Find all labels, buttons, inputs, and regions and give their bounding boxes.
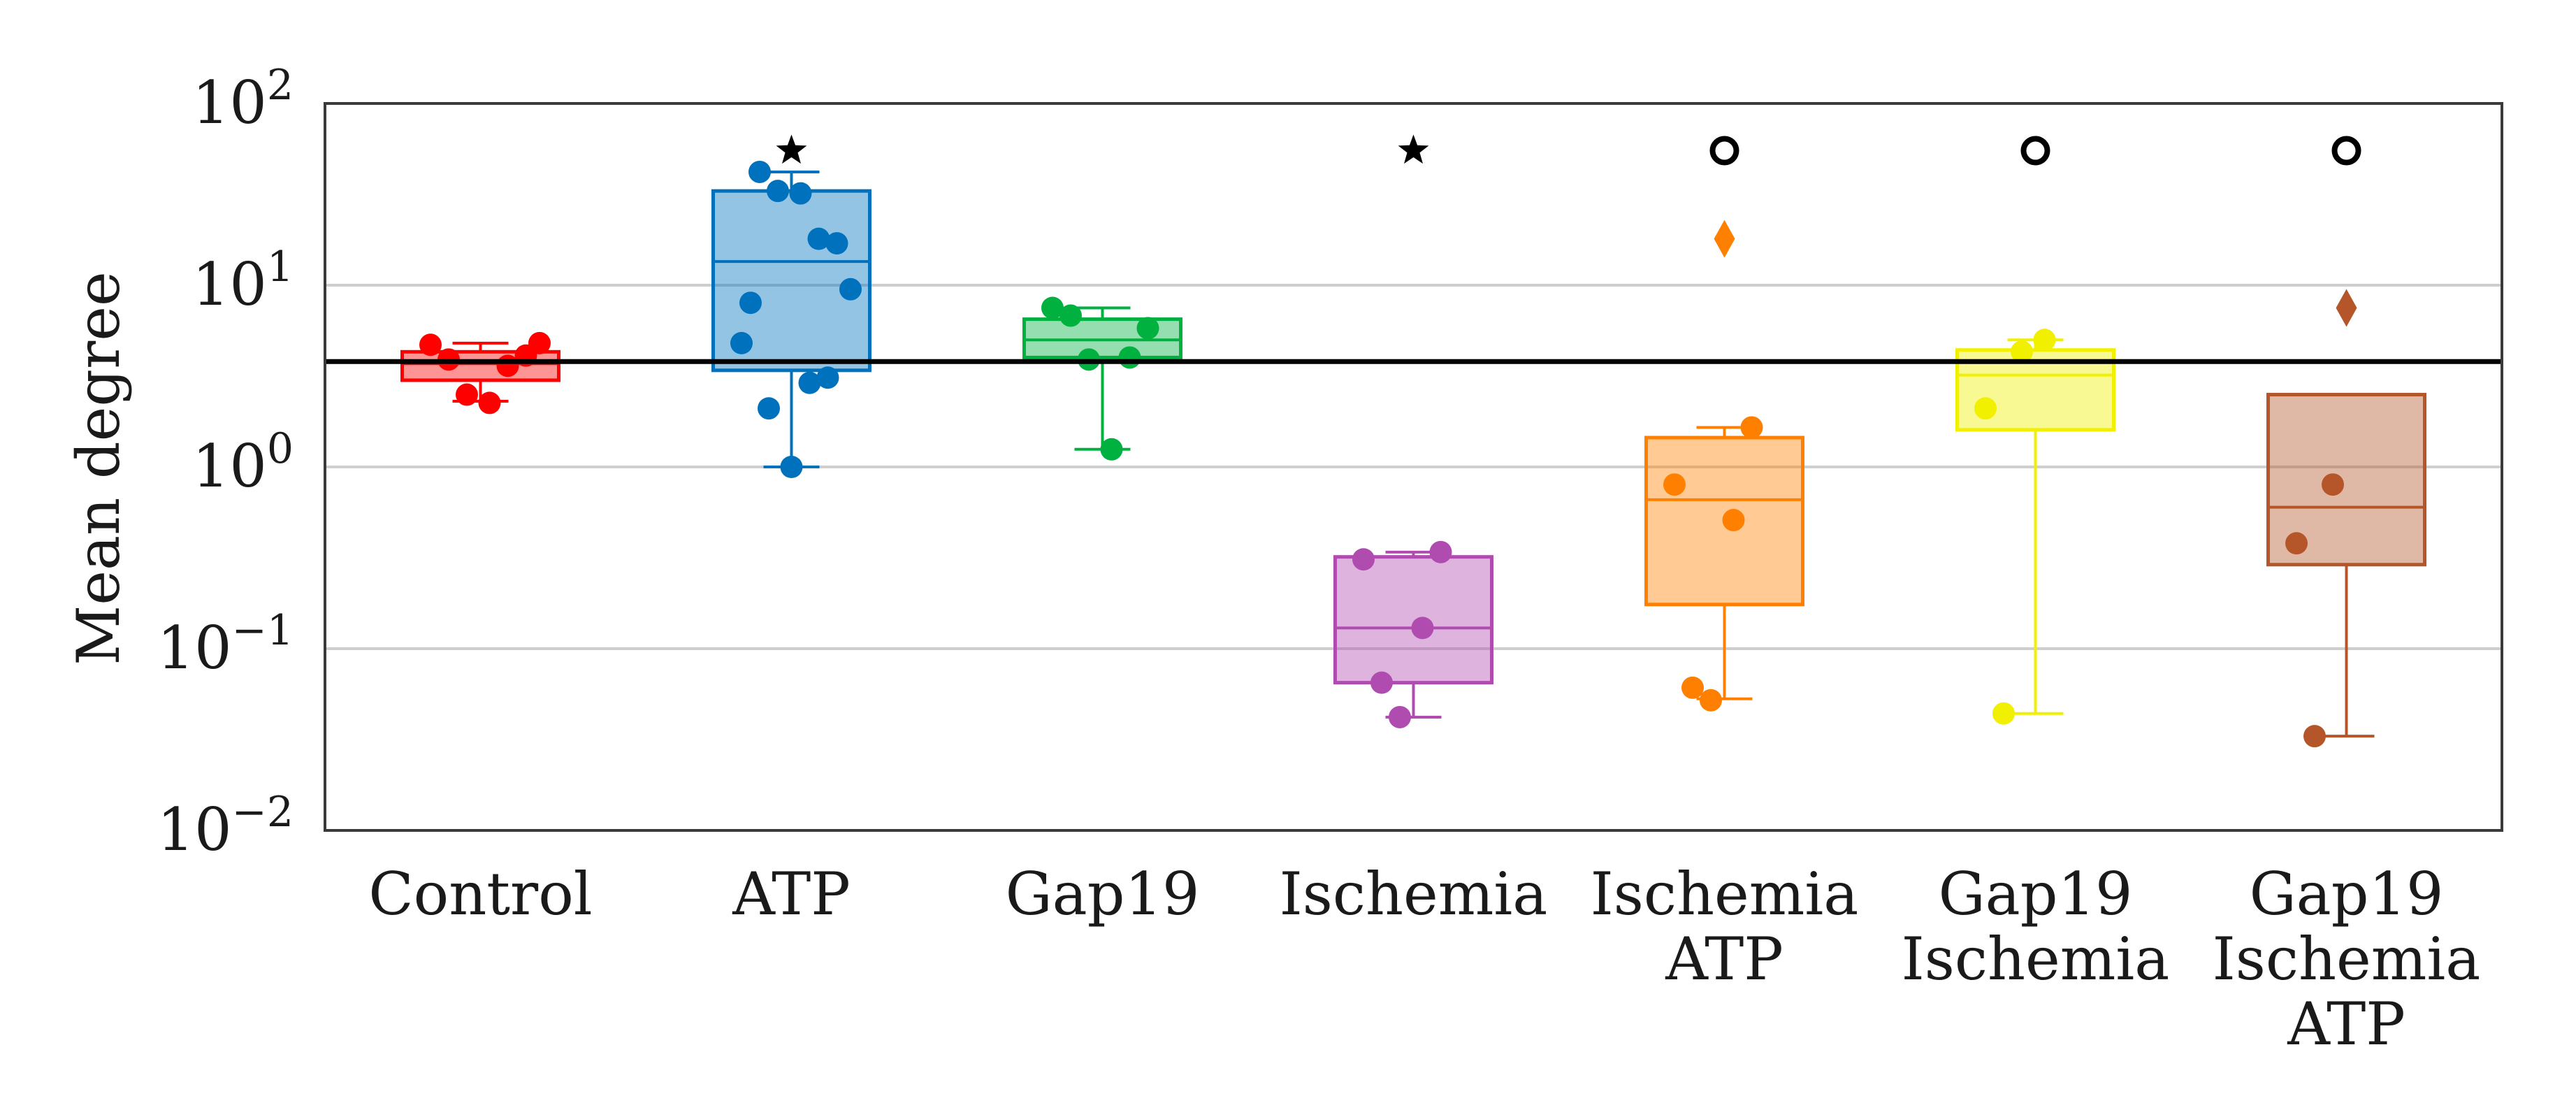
data-point	[1700, 689, 1722, 712]
data-point	[1136, 317, 1159, 340]
data-point	[1370, 671, 1393, 694]
data-point	[2322, 473, 2344, 496]
data-point	[1722, 509, 1745, 532]
data-point	[739, 291, 762, 315]
data-point	[767, 180, 789, 203]
box-group-gap19	[1022, 296, 1182, 461]
box-group-gap19-ischemia	[1955, 329, 2115, 725]
y-tick-base: 10	[192, 250, 267, 319]
circle-marker	[2020, 136, 2050, 166]
y-tick-label: 100	[192, 424, 294, 500]
y-tick-label: 10−2	[157, 788, 294, 864]
data-point	[816, 366, 839, 389]
x-tick-label-line: Ischemia	[1902, 925, 2170, 993]
x-tick-label-line: ATP	[732, 860, 851, 928]
circle-marker	[2331, 136, 2361, 166]
data-point	[780, 456, 803, 478]
data-point	[1740, 416, 1763, 439]
data-point	[1041, 296, 1064, 319]
y-tick-base: 10	[192, 69, 267, 137]
data-point	[798, 371, 821, 394]
data-point	[419, 333, 442, 356]
data-point	[825, 232, 848, 255]
data-point	[478, 391, 501, 415]
x-tick-label-line: Gap19	[1939, 860, 2133, 928]
y-tick-label: 101	[192, 243, 294, 319]
data-point	[1429, 540, 1452, 563]
x-tick-label-line: ATP	[1665, 925, 1783, 993]
y-tick-exponent: 1	[267, 243, 294, 291]
y-tick-exponent: −1	[232, 606, 294, 655]
data-point	[2033, 329, 2056, 352]
box-group-atp	[711, 160, 871, 478]
data-point	[1974, 397, 1997, 420]
y-tick-base: 10	[192, 432, 267, 500]
data-point	[2303, 725, 2326, 748]
x-tick-label: ATP	[732, 860, 851, 928]
box	[1333, 555, 1493, 685]
y-tick-exponent: 0	[267, 424, 294, 473]
x-tick-label-line: ATP	[2287, 990, 2405, 1058]
data-point	[456, 383, 478, 406]
box-group-ischemia	[1333, 540, 1493, 728]
x-tick-label: Gap19 Ischemia ATP	[2213, 860, 2481, 1058]
x-tick-label: Gap19	[1006, 860, 1200, 928]
y-tick-exponent: 2	[267, 61, 294, 110]
x-tick-label: Control	[368, 860, 592, 928]
plot-frame	[324, 102, 2503, 832]
outlier-point	[1714, 219, 1735, 258]
x-tick-label: Ischemia	[1280, 860, 1548, 928]
x-tick-label: Gap19 Ischemia	[1902, 860, 2170, 993]
data-point	[2011, 340, 2033, 363]
box-group-gap19-ischemia-atp	[2266, 289, 2426, 748]
y-tick-label: 102	[192, 61, 294, 137]
data-point	[1100, 438, 1123, 461]
y-axis-label: Mean degree	[64, 271, 133, 665]
data-point	[1992, 702, 2015, 725]
box-group-control	[400, 331, 560, 415]
outlier-point	[2336, 289, 2357, 327]
box-group-ischemia-atp	[1644, 219, 1804, 712]
data-point	[2285, 532, 2308, 555]
x-tick-label: Ischemia ATP	[1591, 860, 1859, 993]
data-point	[1389, 705, 1411, 728]
data-point	[1681, 676, 1704, 699]
data-point	[1411, 617, 1434, 640]
x-tick-label-line: Ischemia	[2213, 925, 2481, 993]
data-point	[1059, 304, 1082, 327]
x-tick-label-line: Ischemia	[1280, 860, 1548, 928]
x-tick-label-line: Gap19	[2250, 860, 2444, 928]
star-marker	[1398, 134, 1429, 164]
data-point	[1352, 548, 1375, 571]
data-point	[789, 182, 812, 205]
data-point	[758, 397, 780, 420]
x-tick-label-line: Ischemia	[1591, 860, 1859, 928]
data-point	[748, 160, 771, 183]
data-point	[807, 227, 830, 250]
significance-markers	[776, 134, 2361, 166]
y-tick-label: 10−1	[157, 606, 294, 682]
y-tick-exponent: −2	[232, 788, 294, 837]
y-tick-base: 10	[157, 795, 232, 864]
data-point	[1118, 346, 1141, 369]
y-tick-base: 10	[157, 614, 232, 682]
data-point	[839, 278, 862, 301]
x-tick-label-line: Control	[368, 860, 592, 928]
circle-marker	[1709, 136, 1739, 166]
star-marker	[776, 134, 807, 164]
box-groups	[400, 160, 2426, 748]
data-point	[528, 331, 551, 354]
x-tick-label-line: Gap19	[1006, 860, 1200, 928]
data-point	[1663, 473, 1686, 496]
data-point	[730, 331, 753, 354]
gridlines	[325, 284, 2502, 650]
